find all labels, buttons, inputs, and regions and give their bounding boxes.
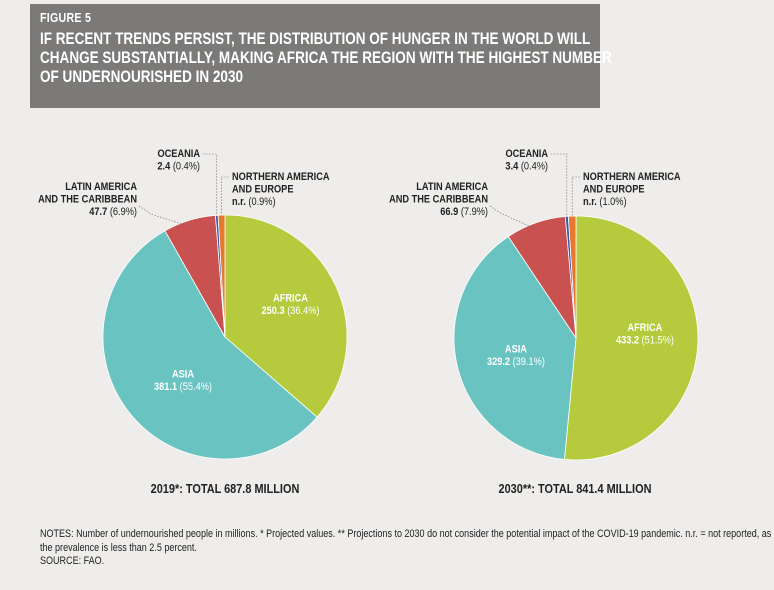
- label-oceania-2019: OCEANIA 2.4 (0.4%): [157, 148, 200, 172]
- figure-label: FIGURE 5: [40, 10, 92, 25]
- leader-oceania-2019: [203, 153, 218, 216]
- label-africa-2030: AFRICA 433.2 (51.5%): [616, 322, 674, 346]
- label-latin-america-2030: LATIN AMERICA AND THE CARIBBEAN 66.9 (7.9%…: [389, 181, 489, 218]
- slice-asia-2019: [102, 230, 318, 460]
- chart-2030-caption: 2030**: TOTAL 841.4 MILLION: [498, 481, 652, 496]
- label-asia-2030: ASIA 329.2 (39.1%): [487, 344, 545, 368]
- figure-notes: NOTES: Number of undernourished people i…: [40, 528, 772, 569]
- notes-line-2: the prevalence is less than 2.5 percent.: [40, 541, 197, 554]
- label-northern-america-2019: NORTHERN AMERICA AND EUROPE n.r. (0.9%): [232, 171, 330, 208]
- figure-title: IF RECENT TRENDS PERSIST, THE DISTRIBUTI…: [40, 30, 612, 86]
- leader-northern-america-2030: [571, 176, 580, 217]
- label-africa-2019: AFRICA 250.3 (36.4%): [262, 293, 320, 317]
- slice-northern-america-2019: [217, 214, 226, 338]
- leader-oceania-2030: [551, 153, 568, 217]
- slice-africa-2019: [224, 214, 348, 418]
- pie-2030: AFRICA 433.2 (51.5%) ASIA 329.2 (39.1%) LATI…: [389, 148, 699, 461]
- label-asia-2019: ASIA 381.1 (55.4%): [154, 369, 212, 393]
- notes-source: SOURCE: FAO.: [40, 555, 105, 567]
- label-latin-america-2019: LATIN AMERICA AND THE CARIBBEAN 47.7 (6.9%…: [38, 181, 138, 218]
- label-northern-america-2030: NORTHERN AMERICA AND EUROPE n.r. (1.0%): [583, 171, 681, 208]
- slice-northern-america-2030: [567, 215, 577, 339]
- leader-northern-america-2019: [221, 176, 229, 216]
- slice-africa-2030: [564, 215, 699, 461]
- pie-2019: AFRICA 250.3 (36.4%) ASIA 381.1 (55.4%) LATI…: [38, 148, 348, 460]
- chart-2019-caption: 2019*: TOTAL 687.8 MILLION: [150, 481, 300, 496]
- leader-latin-america-2030: [489, 205, 537, 230]
- figure-header: [30, 4, 600, 108]
- label-oceania-2030: OCEANIA 3.4 (0.4%): [505, 148, 548, 172]
- notes-line-1: NOTES: Number of undernourished people i…: [40, 528, 772, 540]
- slice-asia-2030: [453, 235, 577, 460]
